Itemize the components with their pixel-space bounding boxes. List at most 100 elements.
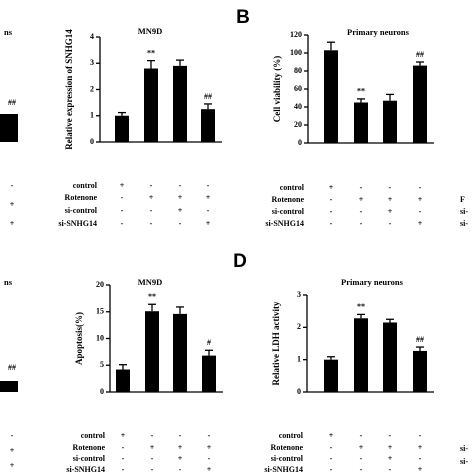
cut-text: si-	[460, 457, 468, 466]
chart-title: Primary neurons	[347, 27, 410, 37]
cut-annotation: ##	[8, 98, 16, 107]
row-label: Rotenone	[73, 443, 106, 452]
sign: +	[207, 465, 212, 474]
y-tick-label: 3	[90, 58, 94, 67]
sign: -	[121, 219, 124, 228]
y-tick-label: 2	[90, 84, 94, 93]
bar	[202, 355, 216, 392]
sign: -	[360, 431, 363, 440]
cut-sign: -	[11, 431, 14, 440]
bar	[383, 322, 397, 392]
sign: +	[206, 219, 211, 228]
sign: -	[419, 207, 422, 216]
bar	[354, 318, 368, 392]
significance: ##	[204, 92, 212, 101]
row-label: control	[73, 181, 98, 190]
significance: **	[148, 292, 156, 301]
sign: -	[150, 206, 153, 215]
row-label: si-SNHG14	[66, 465, 105, 474]
y-tick-label: 40	[294, 102, 302, 111]
sign: +	[418, 465, 423, 474]
row-label: si-control	[73, 454, 106, 463]
sign: -	[389, 465, 392, 474]
sign: -	[360, 219, 363, 228]
y-axis-label: Relative LDH activity	[271, 301, 281, 385]
sign: +	[329, 183, 334, 192]
sign: -	[419, 454, 422, 463]
cut-text: F	[460, 195, 465, 204]
panel-label: D	[233, 251, 247, 272]
y-tick-label: 15	[96, 307, 104, 316]
sign: -	[122, 443, 125, 452]
bar	[115, 115, 129, 142]
sign: +	[150, 443, 155, 452]
sign: -	[179, 431, 182, 440]
y-tick-label: 5	[100, 360, 104, 369]
chart-title: MN9D	[138, 277, 163, 287]
sign: +	[178, 193, 183, 202]
significance: **	[147, 48, 155, 57]
cut-bar	[0, 114, 18, 142]
sign: -	[151, 431, 154, 440]
bar	[201, 109, 215, 142]
row-label: si-control	[271, 454, 304, 463]
y-tick-label: 2	[297, 322, 301, 331]
cut-sign: -	[11, 181, 14, 190]
sign: +	[418, 219, 423, 228]
sign: +	[178, 443, 183, 452]
row-label: control	[81, 431, 106, 440]
sign: +	[120, 181, 125, 190]
bar	[173, 313, 187, 392]
sign: -	[419, 183, 422, 192]
cut-bar	[0, 381, 18, 392]
cut-sign: +	[10, 461, 15, 470]
y-tick-label: 4	[90, 32, 94, 41]
y-axis-label: Apoptosis(%)	[74, 312, 84, 365]
sign: -	[330, 465, 333, 474]
sign: -	[330, 195, 333, 204]
significance: **	[357, 87, 365, 96]
sign: -	[122, 454, 125, 463]
sign: -	[150, 181, 153, 190]
sign: -	[360, 454, 363, 463]
sign: +	[388, 195, 393, 204]
sign: -	[389, 219, 392, 228]
sign: -	[121, 206, 124, 215]
sign: -	[360, 183, 363, 192]
chart-title: Primary neurons	[341, 277, 404, 287]
sign: -	[389, 183, 392, 192]
sign: +	[388, 207, 393, 216]
sign: -	[151, 465, 154, 474]
cut-text: si-	[460, 444, 468, 453]
sign: -	[122, 465, 125, 474]
sign: -	[207, 206, 210, 215]
y-tick-label: 20	[96, 280, 104, 289]
y-tick-label: 100	[290, 48, 302, 57]
cut-sign: +	[10, 446, 15, 455]
bar	[413, 350, 427, 392]
sign: -	[330, 207, 333, 216]
sign: -	[179, 465, 182, 474]
y-tick-label: 0	[100, 387, 104, 396]
cut-title: ns	[4, 277, 13, 287]
y-tick-label: 120	[290, 30, 302, 39]
sign: -	[151, 454, 154, 463]
y-tick-label: 60	[294, 84, 302, 93]
sign: -	[208, 454, 211, 463]
chart-title: MN9D	[138, 26, 163, 36]
sign: +	[418, 195, 423, 204]
sign: -	[330, 219, 333, 228]
y-tick-label: 0	[90, 137, 94, 146]
y-tick-label: 10	[96, 333, 104, 342]
y-tick-label: 1	[90, 111, 94, 120]
y-tick-label: 0	[297, 387, 301, 396]
sign: -	[330, 443, 333, 452]
row-label: si-control	[272, 207, 305, 216]
bar	[144, 68, 158, 142]
cut-sign: +	[10, 219, 15, 228]
bar	[145, 311, 159, 392]
sign: -	[389, 431, 392, 440]
y-tick-label: 0	[298, 138, 302, 147]
sign: +	[149, 193, 154, 202]
